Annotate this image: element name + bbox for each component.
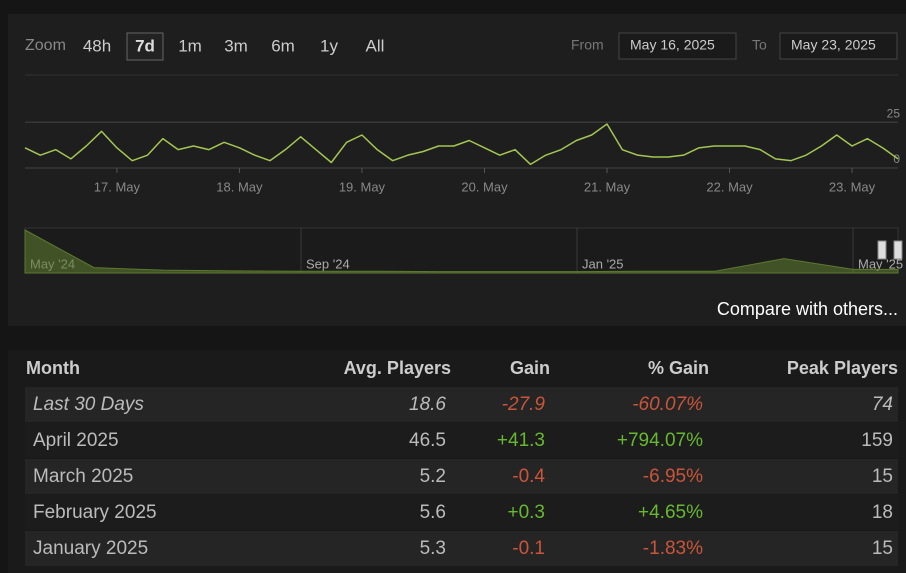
table-cell: +794.07%: [617, 430, 703, 451]
table-cell: -60.07%: [632, 394, 703, 415]
nav-area: [24, 229, 899, 274]
x-tick-label: 17. May: [94, 179, 141, 194]
zoom-button[interactable]: 7d: [135, 36, 155, 55]
x-tick-label: 19. May: [339, 179, 386, 194]
table-cell: Last 30 Days: [33, 394, 144, 415]
nav-handle[interactable]: [893, 240, 903, 260]
from-label: From: [571, 37, 604, 53]
table-cell: March 2025: [33, 466, 133, 487]
y-tick-label: 25: [887, 106, 901, 120]
to-date: May 23, 2025: [791, 37, 876, 53]
y-tick-label: 0: [893, 152, 900, 166]
table-row: [25, 459, 898, 494]
nav-label: May '25: [858, 256, 903, 271]
zoom-button[interactable]: 48h: [83, 36, 111, 55]
table-cell: 18: [872, 502, 893, 523]
table-row: [25, 423, 898, 458]
table-cell: -27.9: [502, 394, 546, 415]
table-cell: April 2025: [33, 430, 119, 451]
table-cell: 159: [861, 430, 893, 451]
column-header: Peak Players: [787, 358, 898, 378]
compare-link[interactable]: Compare with others...: [717, 299, 898, 319]
table-cell: 46.5: [409, 430, 446, 451]
from-date: May 16, 2025: [630, 37, 715, 53]
column-header: % Gain: [648, 358, 709, 378]
zoom-label: Zoom: [25, 37, 66, 54]
to-label: To: [752, 37, 767, 53]
table-cell: February 2025: [33, 502, 157, 523]
zoom-button[interactable]: 3m: [224, 36, 248, 55]
from-input[interactable]: [618, 32, 737, 60]
zoom-button[interactable]: 1y: [320, 36, 338, 55]
table-cell: -6.95%: [643, 466, 703, 487]
table-cell: January 2025: [33, 538, 148, 559]
table-cell: 15: [872, 466, 893, 487]
table-cell: +41.3: [497, 430, 545, 451]
data-line: [24, 123, 899, 166]
table-row: [25, 495, 898, 530]
nav-label: Jan '25: [582, 256, 624, 271]
zoom-button[interactable]: 1m: [178, 36, 202, 55]
chart-panel: [8, 14, 906, 326]
table-row: [25, 531, 898, 566]
x-tick-label: 21. May: [584, 179, 631, 194]
table-cell: -0.1: [512, 538, 545, 559]
nav-handle[interactable]: [877, 240, 887, 260]
table-cell: 5.3: [420, 538, 446, 559]
zoom-button[interactable]: 6m: [271, 36, 295, 55]
zoom-active: [126, 32, 164, 61]
zoom-button[interactable]: All: [366, 36, 385, 55]
column-header: Avg. Players: [344, 358, 451, 378]
table-cell: 5.2: [420, 466, 446, 487]
table-cell: 74: [872, 394, 893, 415]
table-cell: 5.6: [420, 502, 446, 523]
table-cell: 15: [872, 538, 893, 559]
table-cell: +0.3: [507, 502, 545, 523]
to-input[interactable]: [779, 32, 898, 60]
table-cell: -1.83%: [643, 538, 703, 559]
x-tick-label: 20. May: [461, 179, 508, 194]
table-row: [25, 387, 898, 422]
x-tick-label: 23. May: [829, 179, 876, 194]
column-header: Month: [26, 358, 80, 378]
table-cell: -0.4: [512, 466, 545, 487]
x-tick-label: 22. May: [706, 179, 753, 194]
table-cell: +4.65%: [638, 502, 703, 523]
x-tick-label: 18. May: [216, 179, 263, 194]
column-header: Gain: [510, 358, 550, 378]
table-cell: 18.6: [409, 394, 446, 415]
nav-label: Sep '24: [306, 256, 350, 271]
